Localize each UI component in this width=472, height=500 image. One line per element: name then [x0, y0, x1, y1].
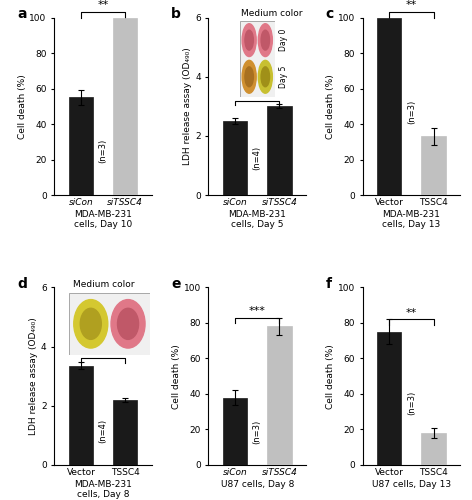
Text: **: **: [406, 308, 417, 318]
Text: (n=3): (n=3): [407, 391, 416, 415]
Y-axis label: Cell death (%): Cell death (%): [326, 344, 335, 408]
Bar: [267, 326, 292, 465]
Text: Day 0: Day 0: [278, 29, 288, 52]
X-axis label: MDA-MB-231
cells, Day 5: MDA-MB-231 cells, Day 5: [228, 210, 286, 229]
Text: Day 5: Day 5: [278, 66, 288, 88]
Text: f: f: [326, 277, 331, 291]
Text: (n=4): (n=4): [253, 146, 262, 170]
Text: b: b: [171, 7, 181, 21]
Text: *: *: [254, 89, 260, 99]
Text: (n=3): (n=3): [407, 100, 416, 124]
Bar: [113, 400, 137, 465]
X-axis label: MDA-MB-231
cells, Day 8: MDA-MB-231 cells, Day 8: [74, 480, 132, 499]
Text: Medium color: Medium color: [242, 8, 303, 18]
Bar: [377, 18, 401, 195]
Y-axis label: Cell death (%): Cell death (%): [17, 74, 26, 138]
Bar: [377, 332, 401, 465]
X-axis label: U87 cells, Day 13: U87 cells, Day 13: [372, 480, 451, 488]
Text: a: a: [17, 7, 27, 21]
Text: (n=3): (n=3): [253, 420, 262, 444]
X-axis label: MDA-MB-231
cells, Day 13: MDA-MB-231 cells, Day 13: [382, 210, 440, 229]
Text: e: e: [171, 277, 181, 291]
Bar: [223, 121, 247, 195]
Text: **: **: [406, 0, 417, 10]
X-axis label: MDA-MB-231
cells, Day 10: MDA-MB-231 cells, Day 10: [74, 210, 132, 229]
Bar: [113, 18, 137, 195]
Text: (n=4): (n=4): [99, 418, 108, 443]
Text: ***: ***: [249, 306, 266, 316]
Bar: [267, 106, 292, 195]
Bar: [69, 98, 93, 195]
Text: **: **: [97, 0, 109, 10]
Y-axis label: Cell death (%): Cell death (%): [172, 344, 181, 408]
Text: c: c: [326, 7, 334, 21]
Text: Medium color: Medium color: [73, 280, 135, 289]
X-axis label: U87 cells, Day 8: U87 cells, Day 8: [220, 480, 294, 488]
Text: (n=3): (n=3): [99, 139, 108, 163]
Bar: [421, 433, 446, 465]
Text: ***: ***: [94, 346, 111, 356]
Y-axis label: LDH release assay (OD₄₉₀): LDH release assay (OD₄₉₀): [29, 318, 38, 435]
Y-axis label: Cell death (%): Cell death (%): [326, 74, 335, 138]
Text: d: d: [17, 277, 27, 291]
Bar: [223, 398, 247, 465]
Bar: [421, 136, 446, 195]
Y-axis label: LDH release assay (OD₄₉₀): LDH release assay (OD₄₉₀): [183, 48, 192, 165]
Bar: [69, 366, 93, 465]
